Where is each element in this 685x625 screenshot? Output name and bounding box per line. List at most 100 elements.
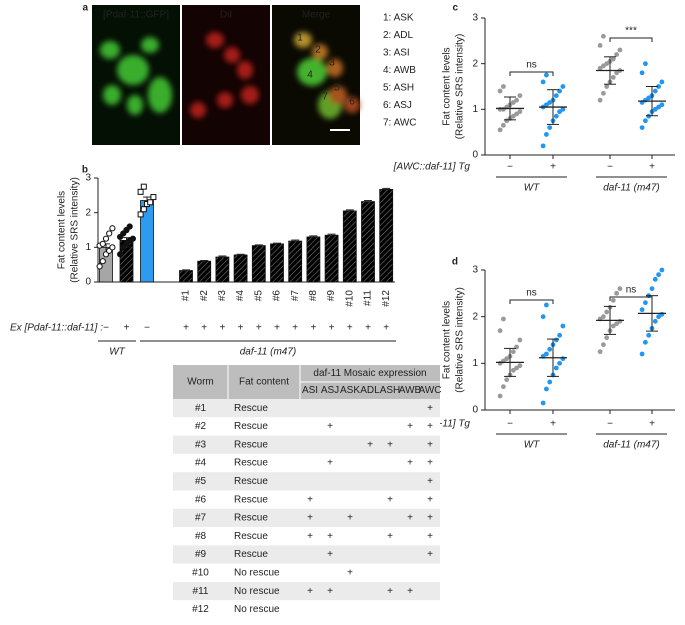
cell-number: 4 (307, 70, 313, 81)
table-cell: #6 (195, 494, 207, 505)
data-point (497, 328, 503, 334)
data-point (99, 240, 106, 247)
data-point (610, 297, 616, 303)
significance-label: ns (626, 285, 637, 296)
data-point (560, 323, 566, 329)
data-point (109, 244, 116, 251)
data-point (504, 377, 510, 383)
cell-number: 1 (297, 33, 303, 44)
data-point (117, 251, 124, 258)
sign: + (649, 162, 655, 173)
micrographs (92, 5, 360, 145)
data-point (544, 351, 549, 357)
data-point (129, 235, 136, 242)
y-tick-label: 2 (472, 311, 478, 322)
y-tick-label: 2 (85, 207, 91, 218)
y-axis-label: (Relative SRS intensity) (455, 287, 466, 393)
data-point (601, 90, 606, 96)
table-cell: + (327, 549, 333, 560)
legend-entry: 4: AWB (383, 65, 416, 76)
channel-label: Merge (302, 10, 331, 21)
group-label: WT (524, 440, 540, 451)
sign: + (383, 323, 389, 334)
significance-label: *** (625, 26, 637, 37)
table-cell: + (327, 458, 333, 469)
data-point (501, 84, 506, 89)
x-tick-label: #2 (199, 290, 210, 302)
data-point (544, 72, 549, 78)
data-point (643, 118, 648, 124)
bar (288, 240, 303, 283)
significance-label: ns (526, 60, 537, 71)
significance-bracket (509, 299, 554, 304)
data-point (553, 93, 559, 99)
data-point (617, 286, 623, 292)
table-cell: + (427, 476, 433, 487)
table-cell: #8 (195, 531, 207, 542)
table-cell: + (307, 586, 313, 597)
data-point (547, 346, 553, 352)
data-point (639, 307, 645, 313)
data-point (610, 74, 616, 80)
data-point (659, 102, 665, 108)
data-point (497, 88, 503, 94)
table-cell: No rescue (234, 567, 280, 578)
data-point (109, 225, 116, 232)
y-axis-label: (Relative SRS intensity) (70, 177, 81, 283)
bar (233, 254, 248, 283)
x-tick-label: #6 (272, 290, 283, 302)
bar (324, 234, 339, 283)
data-point (137, 211, 144, 218)
x-tick-label: #5 (253, 290, 264, 302)
cell-number: 6 (349, 97, 355, 108)
table-cell: + (407, 586, 413, 597)
table-cell: #4 (195, 458, 207, 469)
data-point (547, 379, 553, 385)
group-label: WT (524, 183, 540, 194)
table-column: ASI (302, 385, 318, 396)
channel-label: [Pdaf-11::GFP] (103, 10, 169, 21)
table-cell: + (347, 513, 353, 524)
significance-label: ns (526, 288, 537, 299)
table-cell: + (327, 586, 333, 597)
data-point (639, 70, 645, 76)
sign: + (124, 323, 130, 334)
data-point (639, 125, 645, 130)
table-cell: #5 (195, 476, 207, 487)
table-header: Fat content (239, 377, 289, 388)
data-point (601, 314, 606, 320)
y-axis-label: (Relative SRS intensity) (455, 34, 466, 140)
data-point (646, 332, 652, 338)
table-cell: + (427, 513, 433, 524)
data-point (604, 335, 610, 341)
table-cell: + (387, 531, 393, 542)
group-label: WT (109, 347, 125, 358)
table-column: AWB (399, 385, 422, 396)
table-column: ADL (360, 385, 380, 396)
table-cell: #10 (192, 567, 209, 578)
data-point (150, 194, 157, 201)
y-tick-label: 3 (472, 13, 478, 24)
table-row-bg (173, 490, 440, 509)
table-cell: + (407, 513, 413, 524)
table-cell: Rescue (234, 494, 268, 505)
data-point (137, 188, 144, 195)
panel-letter: a (82, 3, 88, 14)
sign: + (183, 323, 189, 334)
y-axis-label: Fat content levels (442, 47, 453, 125)
table-cell: + (427, 421, 433, 432)
table-cell: + (367, 439, 373, 450)
table-cell: #7 (195, 513, 207, 524)
table-cell: Rescue (234, 531, 268, 542)
data-point (604, 309, 610, 315)
table-cell: Rescue (234, 513, 268, 524)
channel-label: DiI (220, 10, 232, 21)
cell-number: 2 (315, 45, 321, 56)
data-point (140, 206, 147, 213)
table-cell: Rescue (234, 549, 268, 560)
y-tick-label: 3 (472, 265, 478, 276)
sign: − (507, 419, 513, 430)
bar (197, 260, 212, 283)
table-group-header: daf-11 Mosaic expression (313, 368, 426, 379)
data-point (652, 88, 658, 94)
